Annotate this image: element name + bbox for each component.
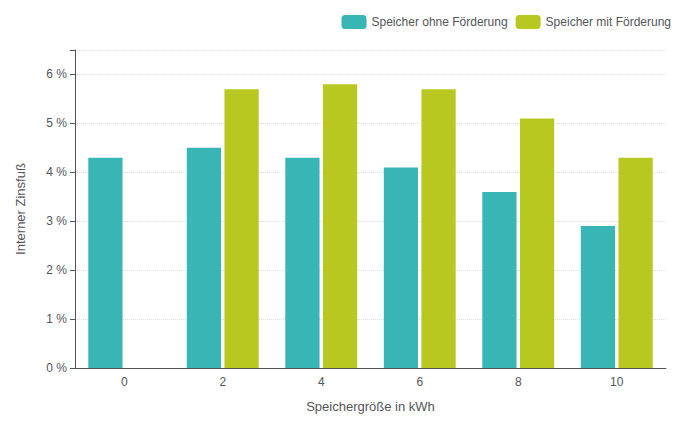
svg-text:4: 4 [318, 375, 325, 389]
svg-text:4 %: 4 % [46, 165, 67, 179]
svg-text:Speichergröße in kWh: Speichergröße in kWh [306, 399, 435, 414]
svg-text:Speicher ohne Förderung: Speicher ohne Förderung [372, 15, 508, 29]
svg-text:0: 0 [121, 375, 128, 389]
svg-text:3 %: 3 % [46, 214, 67, 228]
svg-text:6: 6 [416, 375, 423, 389]
svg-text:1 %: 1 % [46, 312, 67, 326]
svg-text:5 %: 5 % [46, 116, 67, 130]
svg-text:10: 10 [610, 375, 624, 389]
svg-text:Interner Zinsfuß: Interner Zinsfuß [13, 163, 28, 255]
svg-text:0 %: 0 % [46, 361, 67, 375]
svg-text:8: 8 [515, 375, 522, 389]
svg-text:2 %: 2 % [46, 263, 67, 277]
svg-text:6 %: 6 % [46, 67, 67, 81]
svg-text:Speicher mit Förderung: Speicher mit Förderung [546, 15, 671, 29]
svg-text:2: 2 [219, 375, 226, 389]
